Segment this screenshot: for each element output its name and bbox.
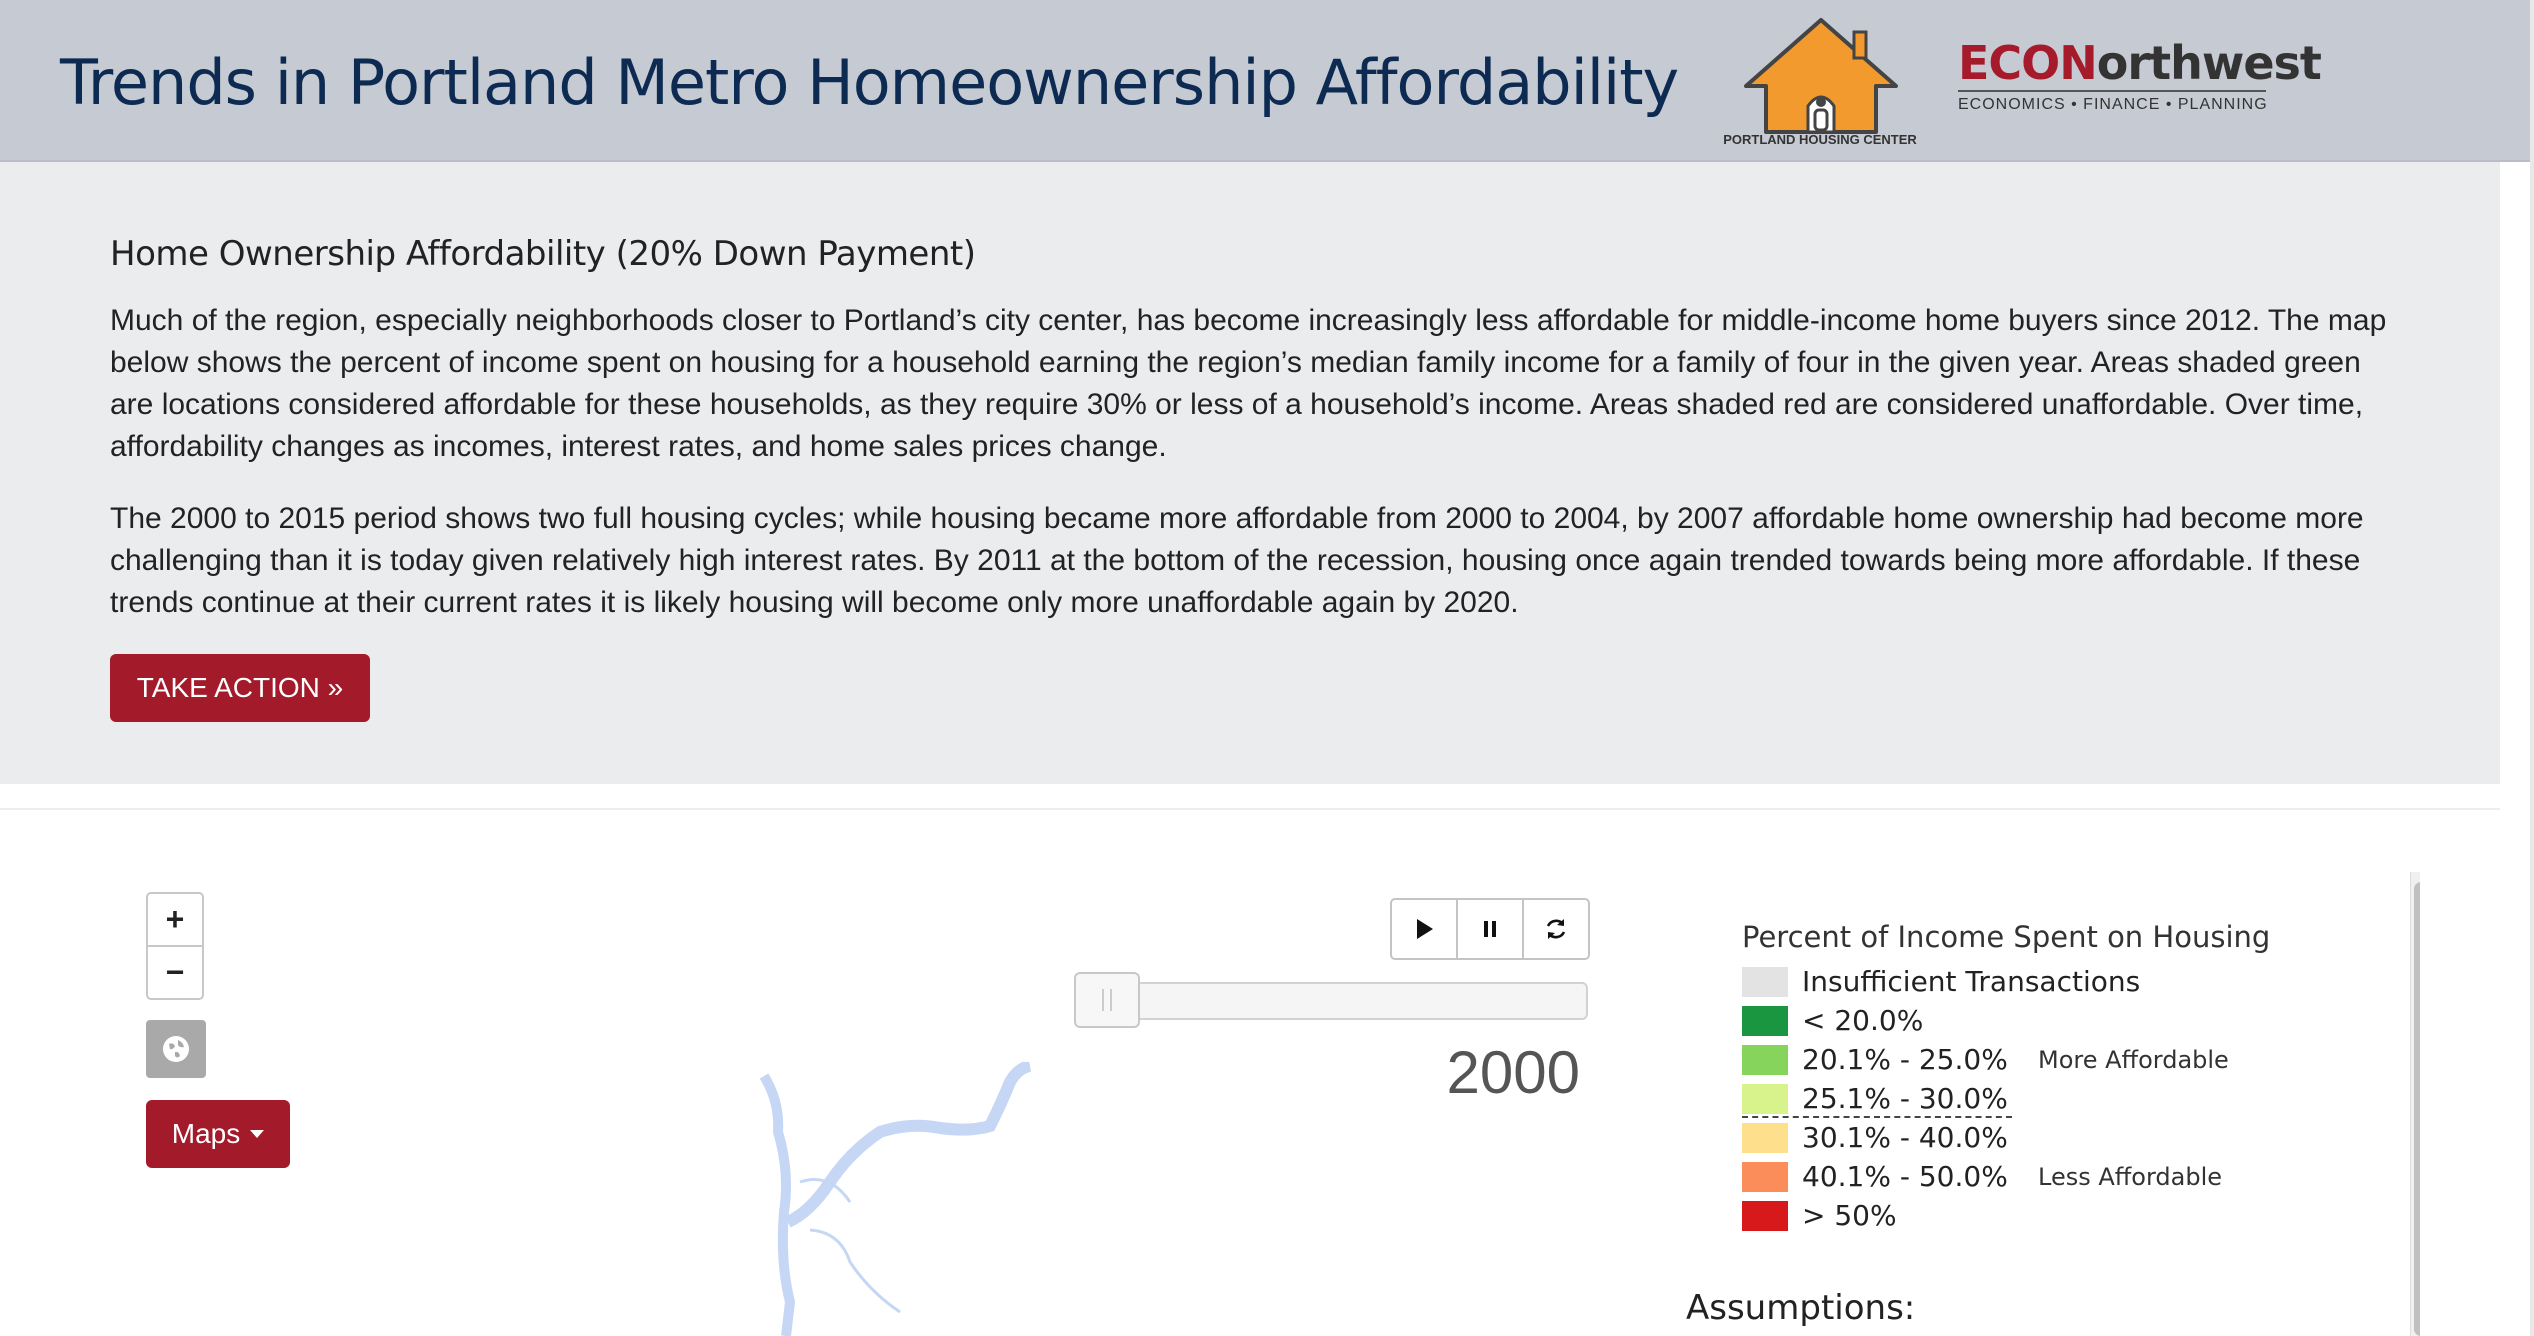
caret-down-icon (250, 1130, 265, 1138)
legend-title: Percent of Income Spent on Housing (1742, 920, 2271, 954)
locate-button[interactable] (146, 1020, 206, 1078)
year-slider-track[interactable] (1076, 982, 1588, 1020)
econorthwest-logo: ECONorthwest ECONOMICS • FINANCE • PLANN… (1958, 40, 2322, 114)
page-scroll-edge (2530, 0, 2534, 1336)
zoom-out-button[interactable]: − (148, 945, 202, 998)
legend-item-label: 25.1% - 30.0% (1802, 1082, 2008, 1115)
legend-swatch (1742, 966, 1788, 997)
legend-swatch (1742, 1200, 1788, 1231)
legend-item-label: 30.1% - 40.0% (1802, 1121, 2008, 1154)
legend-item-label: 40.1% - 50.0% (1802, 1160, 2008, 1193)
portland-housing-center-logo (1744, 18, 1898, 134)
legend-item: 20.1% - 25.0% More Affordable (1742, 1040, 2362, 1079)
refresh-icon (1546, 919, 1566, 939)
legend-scrollbar-thumb[interactable] (2414, 882, 2420, 1336)
intro-heading: Home Ownership Affordability (20% Down P… (110, 234, 976, 274)
econ-wordmark-red: ECON (1958, 36, 2098, 90)
play-icon (1417, 919, 1433, 939)
reset-button[interactable] (1522, 900, 1588, 958)
legend-item-label: 20.1% - 25.0% (1802, 1043, 2008, 1076)
take-action-button[interactable]: TAKE ACTION » (110, 654, 370, 722)
econ-logo-rule (1958, 90, 2266, 92)
legend-item-label: < 20.0% (1802, 1004, 1924, 1037)
intro-paragraph-2: The 2000 to 2015 period shows two full h… (110, 502, 2364, 619)
econ-tagline: ECONOMICS • FINANCE • PLANNING (1958, 96, 2268, 113)
zoom-control: + − (146, 892, 204, 1000)
year-slider-handle[interactable] (1074, 972, 1140, 1028)
pause-icon (1484, 921, 1496, 937)
legend-swatch (1742, 1083, 1788, 1114)
legend-item: 40.1% - 50.0% Less Affordable (1742, 1157, 2362, 1196)
legend-item-label: > 50% (1802, 1199, 1897, 1232)
map-panel[interactable]: + − Maps (0, 812, 2420, 1336)
grip-icon (1102, 989, 1112, 1011)
legend-item-label: Insufficient Transactions (1802, 965, 2141, 998)
zoom-in-button[interactable]: + (165, 901, 185, 937)
globe-icon (163, 1036, 189, 1062)
econorthwest-wordmark: ECONorthwest (1958, 40, 2322, 86)
legend-item: < 20.0% (1742, 1001, 2362, 1040)
legend-swatch (1742, 1122, 1788, 1153)
legend: Percent of Income Spent on Housing Insuf… (1742, 920, 2362, 1235)
econ-wordmark-dark: orthwest (2096, 36, 2322, 90)
legend-swatch (1742, 1161, 1788, 1192)
legend-item: Insufficient Transactions (1742, 962, 2362, 1001)
assumptions-heading: Assumptions: (1686, 1288, 1916, 1328)
legend-item: 25.1% - 30.0% (1742, 1079, 2362, 1118)
maps-button-label: Maps (171, 1118, 241, 1149)
portland-housing-center-caption: PORTLAND HOUSING CENTER (1723, 132, 1917, 147)
river-water-layer (759, 1062, 1032, 1336)
page-title: Trends in Portland Metro Homeownership A… (60, 46, 1679, 119)
current-year-label: 2000 (1446, 1039, 1580, 1106)
pause-button[interactable] (1456, 900, 1522, 958)
more-affordable-note: More Affordable (2038, 1045, 2229, 1074)
less-affordable-note: Less Affordable (2038, 1162, 2223, 1191)
legend-swatch (1742, 1044, 1788, 1075)
site-header: Trends in Portland Metro Homeownership A… (0, 0, 2530, 162)
intro-paragraph-1: Much of the region, especially neighborh… (110, 304, 2387, 463)
legend-swatch (1742, 1005, 1788, 1036)
maps-dropdown-button[interactable]: Maps (146, 1100, 290, 1168)
affordability-threshold-line (1742, 1116, 2012, 1118)
animation-player (1390, 898, 1590, 960)
intro-panel: Home Ownership Affordability (20% Down P… (0, 162, 2500, 784)
play-button[interactable] (1392, 900, 1456, 958)
section-divider (0, 808, 2500, 810)
legend-item: 30.1% - 40.0% (1742, 1118, 2362, 1157)
legend-item: > 50% (1742, 1196, 2362, 1235)
